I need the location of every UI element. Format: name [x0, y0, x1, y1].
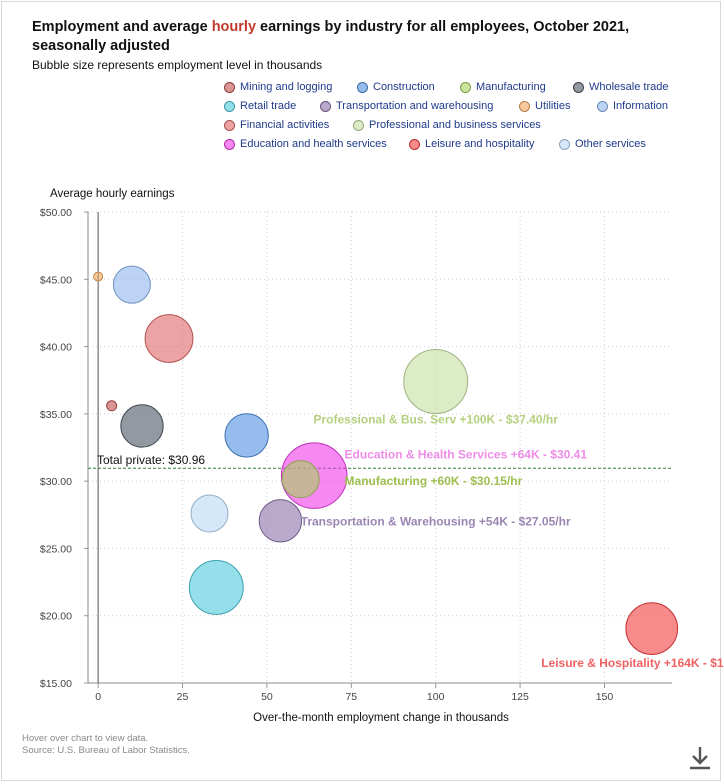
- legend-label: Transportation and warehousing: [336, 100, 494, 112]
- x-tick-label: 0: [95, 691, 101, 703]
- title-part-1: Employment and average: [32, 19, 212, 35]
- x-tick-label: 125: [511, 691, 529, 703]
- legend-label: Construction: [373, 81, 435, 93]
- legend-swatch: [224, 100, 235, 112]
- bubble-utilities[interactable]: [93, 271, 104, 282]
- title-highlight: hourly: [211, 19, 257, 35]
- legend-item-leisure-and-hospitality[interactable]: Leisure and hospitality: [409, 138, 534, 150]
- x-tick-label: 75: [345, 691, 357, 703]
- bubbles: [93, 265, 679, 655]
- annotation-professional-and-business-services: Professional & Bus. Serv +100K - $37.40/…: [313, 412, 558, 426]
- bubble-leisure-and-hospitality[interactable]: [625, 602, 679, 655]
- bubble-mining-and-logging[interactable]: [106, 400, 118, 412]
- legend-swatch: [409, 138, 420, 150]
- download-icon[interactable]: [688, 745, 712, 771]
- legend-label: Mining and logging: [240, 81, 333, 93]
- y-axis-title: Average hourly earnings: [50, 188, 175, 200]
- x-tick-label: 25: [177, 691, 189, 703]
- legend-swatch: [573, 81, 584, 93]
- legend-item-financial-activities[interactable]: Financial activities: [224, 119, 329, 131]
- y-tick-label: $45.00: [40, 274, 72, 286]
- bubble-wholesale-trade[interactable]: [120, 404, 164, 448]
- legend-item-professional-and-business-services[interactable]: Professional and business services: [353, 119, 541, 131]
- legend-label: Other services: [575, 138, 646, 150]
- legend-swatch: [559, 138, 570, 150]
- bubble-transportation-and-warehousing[interactable]: [258, 499, 303, 543]
- bubble-manufacturing[interactable]: [281, 460, 320, 499]
- x-tick-label: 150: [596, 691, 614, 703]
- bubble-construction[interactable]: [224, 413, 269, 458]
- legend-item-other-services[interactable]: Other services: [559, 138, 646, 150]
- title-part-2: earnings by industry for all employees, …: [32, 19, 630, 54]
- legend-item-education-and-health-services[interactable]: Education and health services: [224, 138, 387, 150]
- annotation-manufacturing: Manufacturing +60K - $30.15/hr: [345, 474, 523, 488]
- legend-label: Wholesale trade: [589, 81, 669, 93]
- legend-item-construction[interactable]: Construction: [357, 81, 435, 93]
- legend-item-mining-and-logging[interactable]: Mining and logging: [224, 81, 332, 93]
- bubble-other-services[interactable]: [190, 494, 229, 533]
- legend-swatch: [320, 100, 331, 112]
- total-private-label: Total private: $30.96: [97, 453, 205, 467]
- legend-item-manufacturing[interactable]: Manufacturing: [460, 81, 546, 93]
- annotation-leisure-and-hospitality: Leisure & Hospitality +164K - $19.04/hr: [541, 656, 724, 670]
- legend-item-transportation-and-warehousing[interactable]: Transportation and warehousing: [320, 100, 493, 112]
- hover-note: Hover over chart to view data.: [22, 733, 149, 744]
- legend-swatch: [353, 119, 364, 131]
- legend-label: Leisure and hospitality: [425, 138, 535, 150]
- legend-item-wholesale-trade[interactable]: Wholesale trade: [573, 81, 669, 93]
- legend-swatch: [224, 119, 235, 131]
- annotation-transportation-and-warehousing: Transportation & Warehousing +54K - $27.…: [301, 515, 571, 529]
- y-tick-label: $40.00: [40, 342, 72, 354]
- legend: Mining and logging Construction Manufactur…: [0, 0, 724, 160]
- legend-swatch: [460, 81, 471, 93]
- y-tick-label: $35.00: [40, 409, 72, 421]
- bubble-information[interactable]: [112, 265, 151, 304]
- legend-swatch: [519, 100, 530, 112]
- legend-label: Education and health services: [240, 138, 387, 150]
- source-note: Source: U.S. Bureau of Labor Statistics.: [22, 745, 190, 756]
- bubble-retail-trade[interactable]: [188, 560, 244, 615]
- bubble-financial-activities[interactable]: [144, 314, 194, 363]
- legend-swatch: [224, 81, 235, 93]
- legend-item-information[interactable]: Information: [597, 100, 668, 112]
- x-axis-title: Over-the-month employment change in thou…: [253, 712, 509, 724]
- legend-label: Retail trade: [240, 100, 297, 112]
- legend-swatch: [357, 81, 368, 93]
- y-tick-label: $25.00: [40, 543, 72, 555]
- legend-label: Manufacturing: [476, 81, 546, 93]
- y-tick-label: $50.00: [40, 207, 72, 219]
- chart-subtitle: Bubble size represents employment level …: [32, 58, 323, 72]
- y-tick-label: $15.00: [40, 678, 72, 690]
- legend-item-utilities[interactable]: Utilities: [519, 100, 570, 112]
- y-tick-label: $20.00: [40, 611, 72, 623]
- y-tick-label: $30.00: [40, 476, 72, 488]
- x-tick-label: 100: [427, 691, 445, 703]
- legend-item-retail-trade[interactable]: Retail trade: [224, 100, 296, 112]
- x-tick-label: 50: [261, 691, 273, 703]
- chart-title: Employment and average hourly earnings b…: [32, 18, 672, 56]
- annotation-education-and-health-services: Education & Health Services +64K - $30.4…: [345, 447, 588, 461]
- legend-label: Professional and business services: [369, 119, 541, 131]
- legend-label: Information: [613, 100, 669, 112]
- legend-swatch: [224, 138, 235, 150]
- bubble-professional-and-business-services[interactable]: [403, 349, 469, 415]
- legend-label: Utilities: [535, 100, 571, 112]
- legend-label: Financial activities: [240, 119, 330, 131]
- legend-swatch: [597, 100, 608, 112]
